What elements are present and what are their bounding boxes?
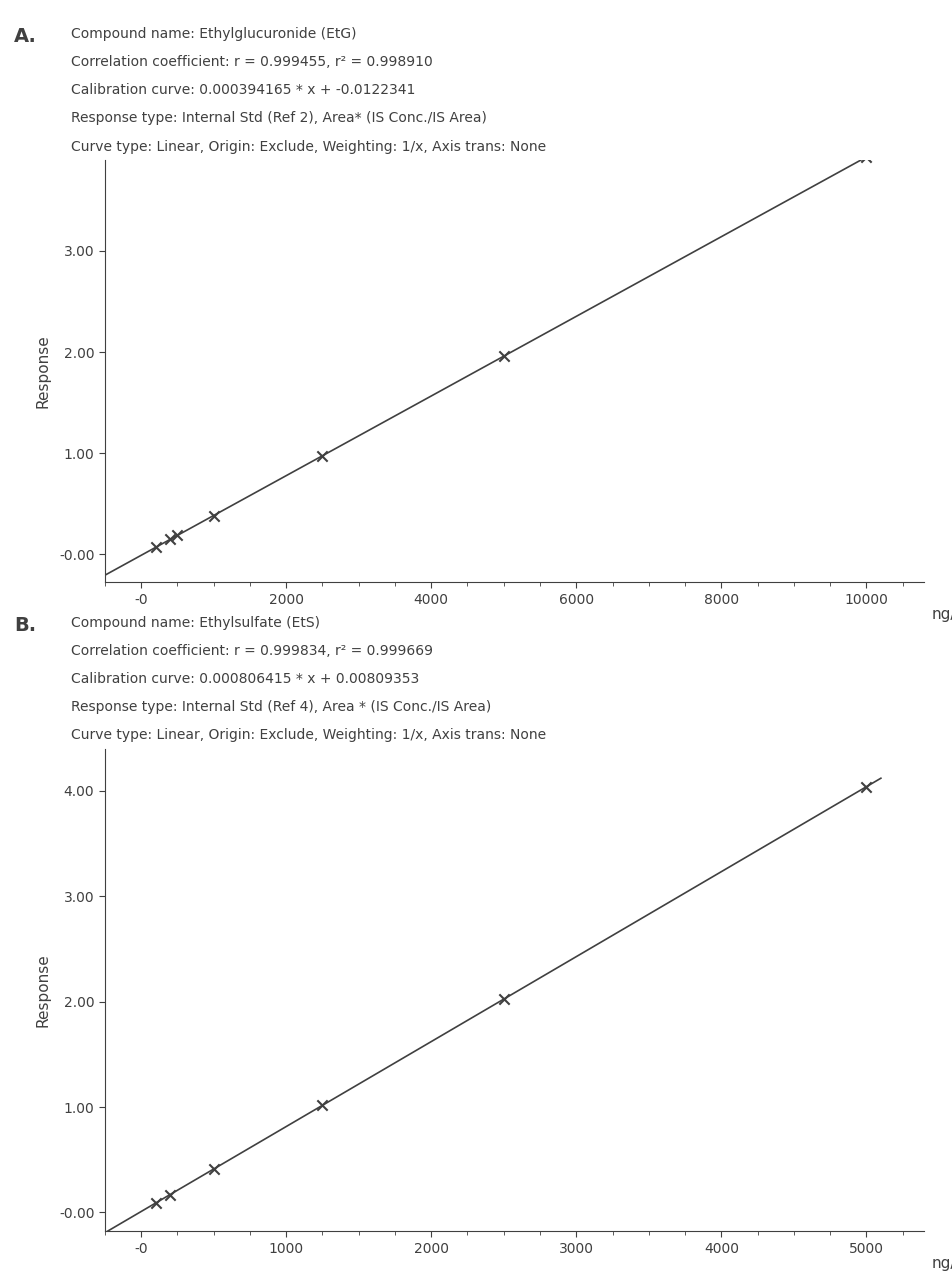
Point bbox=[314, 1096, 329, 1116]
Point bbox=[206, 1158, 221, 1179]
Text: Curve type: Linear, Origin: Exclude, Weighting: 1/x, Axis trans: None: Curve type: Linear, Origin: Exclude, Wei… bbox=[71, 140, 546, 154]
Point bbox=[496, 989, 511, 1010]
Text: Response type: Internal Std (Ref 2), Area* (IS Conc./IS Area): Response type: Internal Std (Ref 2), Are… bbox=[71, 111, 486, 125]
Point bbox=[858, 777, 873, 797]
Point bbox=[162, 529, 177, 549]
Point bbox=[148, 1193, 163, 1213]
Text: Curve type: Linear, Origin: Exclude, Weighting: 1/x, Axis trans: None: Curve type: Linear, Origin: Exclude, Wei… bbox=[71, 728, 546, 742]
Point bbox=[162, 1184, 177, 1204]
Text: Calibration curve: 0.000806415 * x + 0.00809353: Calibration curve: 0.000806415 * x + 0.0… bbox=[71, 672, 419, 686]
Text: Response type: Internal Std (Ref 4), Area * (IS Conc./IS Area): Response type: Internal Std (Ref 4), Are… bbox=[71, 700, 491, 714]
Point bbox=[206, 506, 221, 526]
Point bbox=[496, 346, 511, 366]
Text: Correlation coefficient: r = 0.999455, r² = 0.998910: Correlation coefficient: r = 0.999455, r… bbox=[71, 55, 433, 69]
Point bbox=[858, 147, 873, 168]
Text: A.: A. bbox=[14, 27, 37, 46]
Text: B.: B. bbox=[14, 616, 36, 635]
Text: Compound name: Ethylglucuronide (EtG): Compound name: Ethylglucuronide (EtG) bbox=[71, 27, 357, 41]
Text: Calibration curve: 0.000394165 * x + -0.0122341: Calibration curve: 0.000394165 * x + -0.… bbox=[71, 83, 415, 97]
Text: Compound name: Ethylsulfate (EtS): Compound name: Ethylsulfate (EtS) bbox=[71, 616, 320, 630]
Y-axis label: Response: Response bbox=[35, 334, 50, 408]
Text: Correlation coefficient: r = 0.999834, r² = 0.999669: Correlation coefficient: r = 0.999834, r… bbox=[71, 644, 433, 658]
Point bbox=[314, 445, 329, 466]
Point bbox=[169, 525, 185, 545]
Text: ng/mL: ng/mL bbox=[930, 1257, 952, 1271]
Y-axis label: Response: Response bbox=[35, 954, 50, 1027]
Text: ng/mL: ng/mL bbox=[930, 608, 952, 622]
Point bbox=[148, 538, 163, 558]
